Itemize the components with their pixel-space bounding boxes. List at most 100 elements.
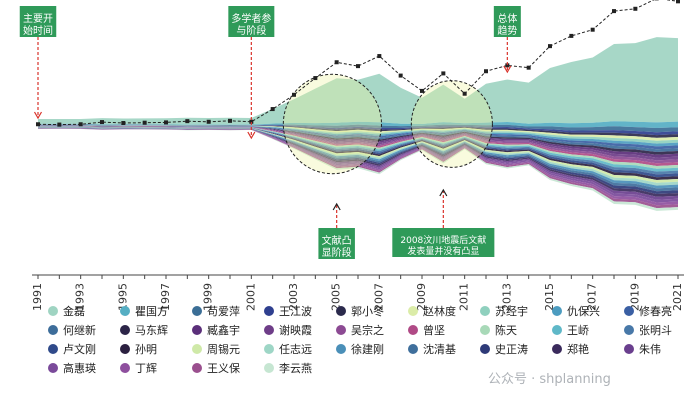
legend-item: 郭小冬 bbox=[336, 304, 408, 318]
watermark-text: 公众号 · shplanning bbox=[488, 368, 611, 387]
legend-item: 李云燕 bbox=[264, 361, 336, 375]
legend-swatch bbox=[552, 306, 562, 316]
legend-item: 丁辉 bbox=[120, 361, 192, 375]
legend-item: 苏经宇 bbox=[480, 304, 552, 318]
legend-swatch bbox=[408, 306, 418, 316]
total-line-point bbox=[484, 69, 488, 73]
total-line-point bbox=[612, 9, 616, 13]
legend-label: 张明斗 bbox=[639, 322, 672, 338]
legend-item: 瞿国方 bbox=[120, 304, 192, 318]
legend-label: 史正涛 bbox=[495, 341, 528, 357]
legend-label: 郑艳 bbox=[567, 341, 589, 357]
highlight-ellipse bbox=[283, 74, 381, 173]
legend-swatch bbox=[192, 344, 202, 354]
total-line-point bbox=[121, 121, 125, 125]
legend-label: 朱伟 bbox=[639, 341, 661, 357]
total-line-point bbox=[356, 64, 360, 68]
legend-label: 仇保兴 bbox=[567, 303, 600, 319]
total-line-point bbox=[335, 60, 339, 64]
annotation-text: 文献凸 bbox=[322, 234, 352, 247]
total-line-point bbox=[399, 74, 403, 78]
total-line-point bbox=[633, 7, 637, 11]
annotation-text: 与阶段 bbox=[236, 24, 266, 37]
annotation-text: 发表量并没有凸显 bbox=[407, 245, 479, 257]
legend-swatch bbox=[336, 306, 346, 316]
legend-item: 徐建刚 bbox=[336, 342, 408, 356]
x-tick-label: 1991 bbox=[31, 283, 44, 311]
legend-swatch bbox=[120, 306, 130, 316]
legend-label: 郭小冬 bbox=[351, 303, 384, 319]
legend-swatch bbox=[552, 325, 562, 335]
total-line-point bbox=[79, 122, 83, 126]
legend-label: 孙明 bbox=[135, 341, 157, 357]
total-line-point bbox=[313, 76, 317, 80]
total-line-point bbox=[185, 119, 189, 123]
legend-label: 瞿国方 bbox=[135, 303, 168, 319]
legend-swatch bbox=[48, 325, 58, 335]
legend-swatch bbox=[120, 363, 130, 373]
legend-swatch bbox=[192, 325, 202, 335]
legend-swatch bbox=[480, 306, 490, 316]
legend-label: 马东辉 bbox=[135, 322, 168, 338]
total-line-point bbox=[591, 28, 595, 32]
legend-swatch bbox=[552, 344, 562, 354]
legend-label: 徐建刚 bbox=[351, 341, 384, 357]
legend-item: 王峤 bbox=[552, 323, 624, 337]
legend-swatch bbox=[264, 363, 274, 373]
legend-item: 曾坚 bbox=[408, 323, 480, 337]
legend-item: 王江波 bbox=[264, 304, 336, 318]
legend-swatch bbox=[624, 344, 634, 354]
total-line-point bbox=[463, 92, 467, 96]
legend-label: 曾坚 bbox=[423, 322, 445, 338]
legend-label: 吴宗之 bbox=[351, 322, 384, 338]
legend-swatch bbox=[624, 325, 634, 335]
legend-label: 陈天 bbox=[495, 322, 517, 338]
legend-swatch bbox=[264, 306, 274, 316]
legend-item: 陈天 bbox=[480, 323, 552, 337]
total-line-point bbox=[57, 123, 61, 127]
legend-swatch bbox=[264, 325, 274, 335]
total-line-point bbox=[36, 122, 40, 126]
total-line-point bbox=[100, 120, 104, 124]
annotation-text: 2008汶川地震后文献 bbox=[400, 234, 486, 246]
legend-item: 赵林度 bbox=[408, 304, 480, 318]
annotation-text: 多学者参 bbox=[231, 12, 271, 25]
legend-item: 马东辉 bbox=[120, 323, 192, 337]
legend-label: 李云燕 bbox=[279, 360, 312, 376]
legend-label: 金磊 bbox=[63, 303, 85, 319]
total-line-point bbox=[271, 107, 275, 111]
annotation-text: 趋势 bbox=[497, 24, 517, 37]
annotation-text: 显阶段 bbox=[322, 246, 352, 259]
legend-swatch bbox=[192, 306, 202, 316]
legend-label: 谢映霞 bbox=[279, 322, 312, 338]
legend-swatch bbox=[120, 344, 130, 354]
legend-label: 王义保 bbox=[207, 360, 240, 376]
legend-label: 苟爱萍 bbox=[207, 303, 240, 319]
legend-swatch bbox=[480, 344, 490, 354]
total-line-point bbox=[292, 93, 296, 97]
legend-item: 卢文刚 bbox=[48, 342, 120, 356]
legend-swatch bbox=[408, 325, 418, 335]
total-line-point bbox=[228, 119, 232, 123]
legend-item: 修春亮 bbox=[624, 304, 696, 318]
legend-item: 何继新 bbox=[48, 323, 120, 337]
total-line-point bbox=[377, 54, 381, 58]
legend-item: 张明斗 bbox=[624, 323, 696, 337]
legend-label: 赵林度 bbox=[423, 303, 456, 319]
legend-label: 卢文刚 bbox=[63, 341, 96, 357]
legend-swatch bbox=[264, 344, 274, 354]
legend-label: 臧鑫宇 bbox=[207, 322, 240, 338]
legend-label: 沈清基 bbox=[423, 341, 456, 357]
legend-item: 金磊 bbox=[48, 304, 120, 318]
legend-item: 周锡元 bbox=[192, 342, 264, 356]
legend-swatch bbox=[336, 325, 346, 335]
legend-swatch bbox=[48, 344, 58, 354]
legend-swatch bbox=[192, 363, 202, 373]
total-line-point bbox=[548, 44, 552, 48]
total-line-point bbox=[143, 121, 147, 125]
